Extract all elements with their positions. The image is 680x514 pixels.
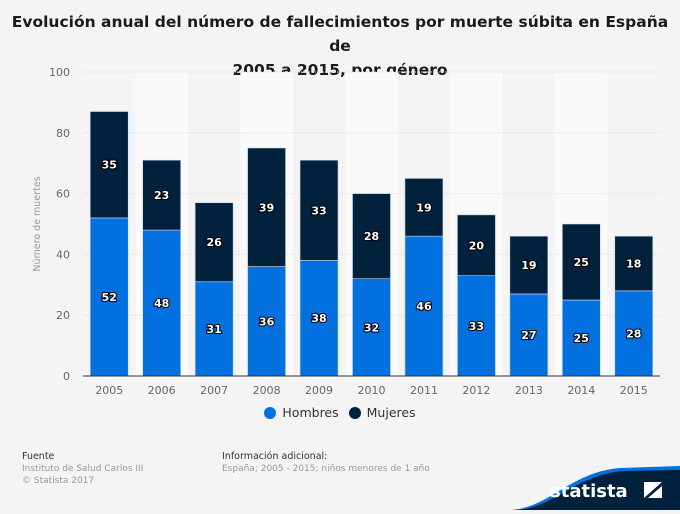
bar-hombres-2014 (562, 299, 601, 377)
y-tick-label: 40 (56, 248, 70, 261)
legend-label: Hombres (282, 405, 339, 420)
x-tick-label: 2010 (358, 384, 386, 397)
data-label: 19 (521, 259, 536, 272)
source-line: Instituto de Salud Carlos III (22, 464, 144, 474)
stacked-bar-chart: 0 20 40 60 80 100 Número de muertes 52 35 48 23 3… (32, 66, 660, 397)
data-label: 18 (626, 258, 641, 271)
bar-hombres-2013 (509, 293, 549, 377)
legend-item-mujeres[interactable]: Mujeres (348, 405, 416, 420)
x-tick-label: 2007 (200, 384, 228, 397)
bar-mujeres-2012 (457, 214, 496, 276)
data-label: 26 (206, 236, 222, 249)
y-axis-ticks: 0 20 40 60 80 100 (49, 66, 70, 383)
bar-mujeres-2014 (562, 223, 601, 301)
y-tick-label: 80 (56, 127, 70, 140)
legend: Hombres Mujeres (0, 405, 680, 420)
bar-mujeres-2011 (404, 178, 444, 237)
bar-hombres-2015 (614, 290, 654, 377)
data-labels: 52 35 48 23 31 26 36 39 38 33 32 28 46 19 33 20 27 19 25 25… (101, 158, 643, 346)
data-label: 36 (259, 315, 275, 328)
data-label: 46 (416, 300, 432, 313)
x-tick-label: 2011 (410, 384, 438, 397)
x-tick-label: 2009 (305, 384, 333, 397)
bar-hombres-2011 (404, 235, 444, 377)
bar-hombres-2009 (299, 260, 339, 377)
data-label: 19 (416, 201, 431, 214)
data-label: 35 (102, 159, 117, 172)
data-label: 48 (154, 297, 169, 310)
y-tick-label: 100 (49, 66, 70, 79)
legend-item-hombres[interactable]: Hombres (264, 405, 339, 420)
logo-text: statista (550, 481, 628, 502)
data-label: 39 (259, 201, 274, 214)
x-tick-label: 2005 (95, 384, 123, 397)
bar-hombres-2010 (352, 278, 391, 377)
x-tick-label: 2013 (515, 384, 543, 397)
bar-mujeres-2007 (194, 202, 234, 283)
legend-marker-icon (264, 406, 277, 419)
bar-mujeres-2013 (509, 235, 549, 295)
data-label: 32 (364, 321, 379, 334)
legend-label: Mujeres (366, 405, 416, 420)
logo-mark-icon (644, 482, 662, 498)
chart-title-line-1: Evolución anual del número de fallecimie… (11, 13, 669, 55)
bar-mujeres-2010 (352, 193, 391, 280)
y-tick-label: 0 (63, 370, 70, 383)
bar-mujeres-2006 (142, 159, 181, 231)
y-tick-label: 20 (56, 309, 70, 322)
x-tick-label: 2014 (567, 384, 595, 397)
bar-hombres-2008 (247, 266, 286, 377)
data-label: 31 (206, 323, 221, 336)
data-label: 25 (574, 256, 589, 269)
data-label: 28 (364, 230, 379, 243)
y-tick-label: 60 (56, 188, 70, 201)
data-label: 33 (469, 320, 484, 333)
data-label: 33 (311, 204, 326, 217)
data-label: 25 (574, 332, 589, 345)
data-label: 52 (102, 291, 117, 304)
bar-mujeres-2008 (247, 147, 286, 267)
bar-hombres-2012 (457, 275, 496, 377)
data-label: 38 (311, 312, 326, 325)
y-axis-label: Número de muertes (32, 176, 43, 271)
additional-info-text: España; 2005 - 2015; niños menores de 1 … (222, 464, 430, 474)
copyright-line: © Statista 2017 (22, 476, 95, 486)
bar-mujeres-2005 (89, 111, 129, 219)
data-label: 28 (626, 327, 641, 340)
bar-mujeres-2009 (299, 159, 339, 261)
x-tick-label: 2006 (148, 384, 176, 397)
data-label: 27 (521, 329, 536, 342)
x-tick-label: 2012 (462, 384, 490, 397)
source-heading: Fuente (22, 451, 55, 462)
additional-info-heading: Información adicional: (222, 451, 328, 462)
source-block: Fuente Instituto de Salud Carlos III © S… (22, 451, 143, 487)
bar-mujeres-2015 (614, 235, 654, 292)
statista-logo[interactable]: statista (510, 462, 680, 510)
bars (89, 111, 654, 377)
x-tick-label: 2015 (620, 384, 648, 397)
data-label: 20 (469, 239, 485, 252)
bar-hombres-2007 (194, 281, 234, 377)
data-label: 23 (154, 189, 169, 202)
x-tick-label: 2008 (253, 384, 281, 397)
x-axis-ticks: 2005 2006 2007 2008 2009 2010 2011 2012 2013 2014… (95, 384, 648, 397)
legend-marker-icon (348, 406, 361, 419)
additional-info-block: Información adicional: España; 2005 - 20… (222, 451, 430, 475)
